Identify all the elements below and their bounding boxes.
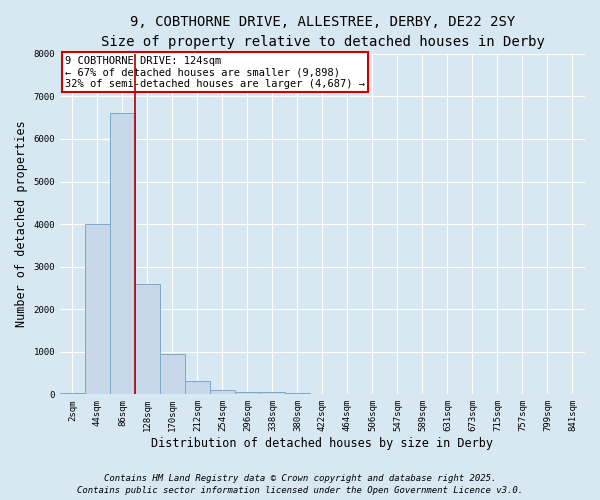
Bar (85, 224, 110, 394)
Y-axis label: Number of detached properties: Number of detached properties (15, 121, 28, 328)
Bar (160, 354, 185, 395)
Text: Contains HM Land Registry data © Crown copyright and database right 2025.
Contai: Contains HM Land Registry data © Crown c… (77, 474, 523, 495)
Text: 9 COBTHORNE DRIVE: 124sqm
← 67% of detached houses are smaller (9,898)
32% of se: 9 COBTHORNE DRIVE: 124sqm ← 67% of detac… (65, 56, 365, 88)
Bar (260, 392, 285, 394)
Bar (110, 114, 135, 394)
Bar (185, 381, 210, 394)
Bar (60, 393, 85, 394)
Bar (235, 392, 260, 394)
Bar (135, 284, 160, 395)
Title: 9, COBTHORNE DRIVE, ALLESTREE, DERBY, DE22 2SY
Size of property relative to deta: 9, COBTHORNE DRIVE, ALLESTREE, DERBY, DE… (101, 15, 544, 48)
Bar (285, 393, 310, 394)
X-axis label: Distribution of detached houses by size in Derby: Distribution of detached houses by size … (151, 437, 493, 450)
Bar (210, 390, 235, 394)
